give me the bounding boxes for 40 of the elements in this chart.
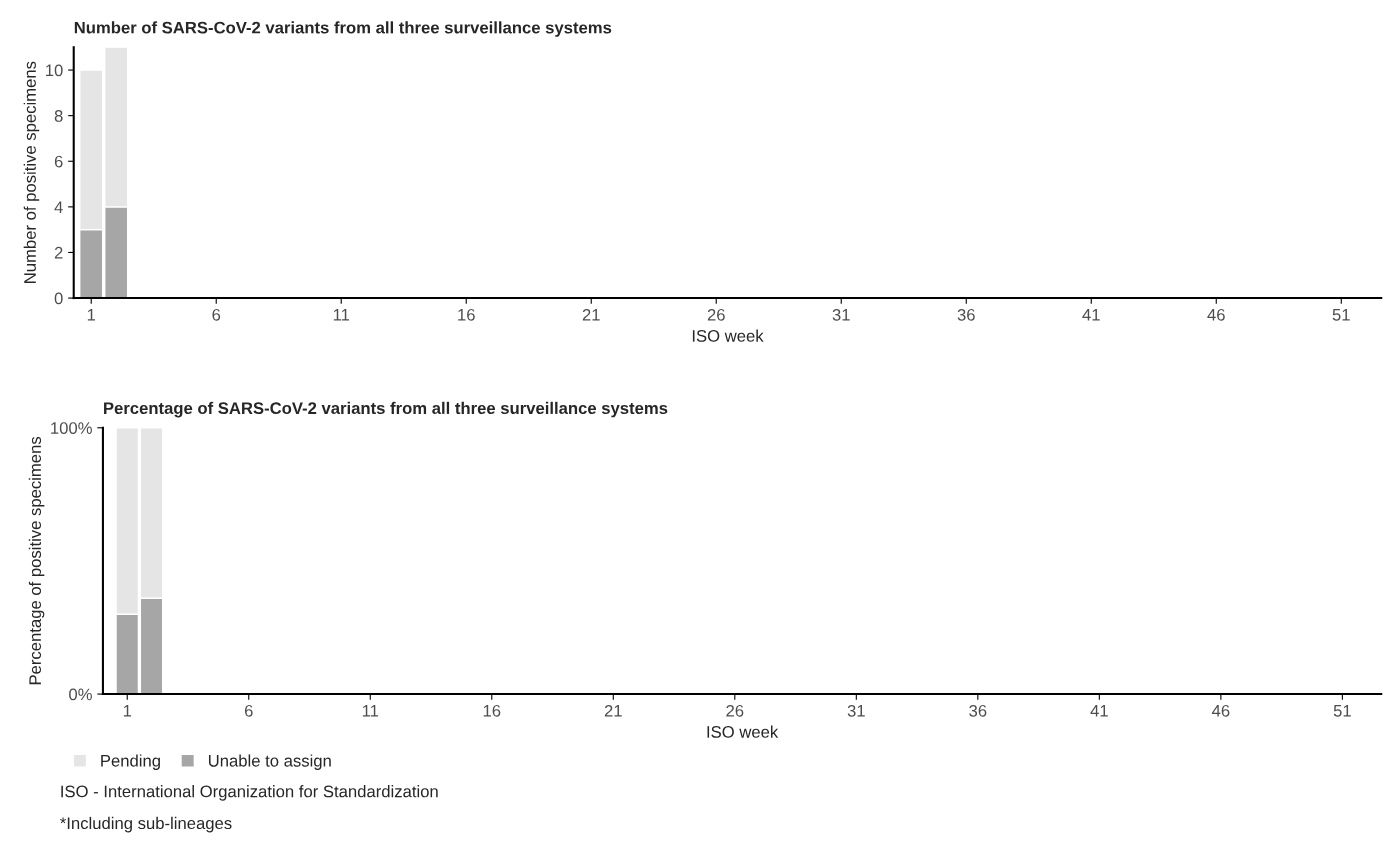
x-tick-label: 46 <box>1207 308 1225 321</box>
x-tick-label: 31 <box>847 704 865 717</box>
x-tick-label: 1 <box>123 705 132 717</box>
y-tick-label: 10 <box>46 64 63 77</box>
x-tick-label: 11 <box>362 705 379 717</box>
x-tick-label: 31 <box>832 308 850 321</box>
chart-title: Percentage of SARS-CoV-2 variants from all three surveillance systems <box>104 401 668 418</box>
x-tick-label: 6 <box>244 704 253 717</box>
x-tick-label: 16 <box>458 308 475 321</box>
x-axis-title: ISO week <box>707 725 779 738</box>
legend-label: Pending <box>101 754 160 770</box>
x-tick-label: 36 <box>957 308 975 321</box>
x-tick-label: 51 <box>1332 309 1350 321</box>
x-tick-label: 11 <box>333 309 350 321</box>
y-axis-title: Percentage of positive specimens <box>28 436 45 685</box>
x-tick-label: 16 <box>483 704 501 717</box>
y-axis-title: Number of positive specimens <box>23 61 40 283</box>
y-tick-label: 0% <box>69 688 92 701</box>
y-tick-label: 6 <box>54 155 63 168</box>
text: ISO - International Organization for Standardization <box>61 785 438 801</box>
x-tick-label: 21 <box>582 308 600 321</box>
y-tick-label: 2 <box>54 246 63 259</box>
chart-title: Number of SARS-CoV-2 variants from all three surveillance systems <box>74 21 612 37</box>
x-tick-label: 1 <box>87 309 96 321</box>
x-tick-label: 6 <box>212 308 221 321</box>
y-tick-label: 100% <box>51 422 92 434</box>
x-tick-label: 41 <box>1082 309 1100 321</box>
y-tick-label: 8 <box>54 110 63 122</box>
x-tick-label: 26 <box>707 308 725 321</box>
x-tick-label: 26 <box>726 704 744 717</box>
x-axis-title: ISO week <box>692 329 764 342</box>
y-tick-label: 4 <box>54 201 63 213</box>
x-tick-label: 41 <box>1090 705 1108 717</box>
legend-label: Unable to assign <box>208 754 331 770</box>
x-tick-label: 36 <box>969 704 987 717</box>
text: *Including sub-lineages <box>60 816 232 833</box>
x-tick-label: 21 <box>604 704 622 717</box>
x-tick-label: 46 <box>1211 704 1230 717</box>
y-tick-label: 0 <box>54 292 63 305</box>
x-tick-label: 51 <box>1333 705 1351 717</box>
